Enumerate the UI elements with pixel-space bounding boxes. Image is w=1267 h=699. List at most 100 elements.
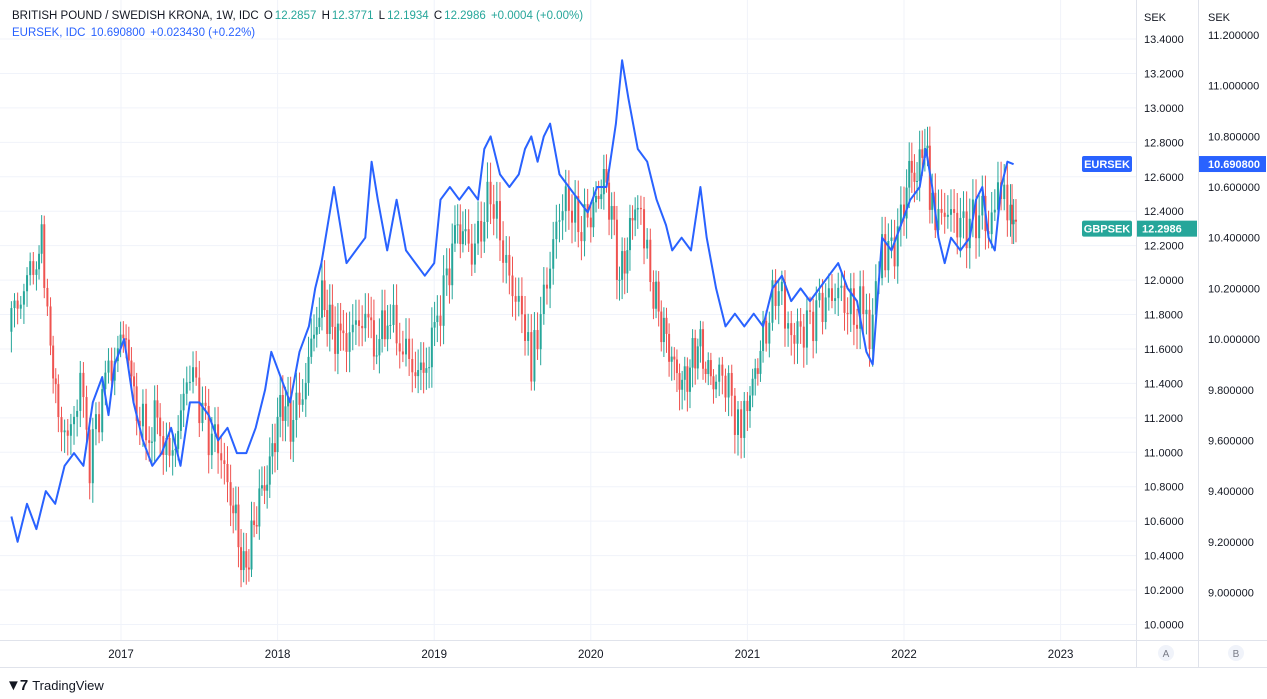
scale-button-b[interactable]: B [1228,645,1244,661]
symbol-header: BRITISH POUND / SWEDISH KRONA, 1W, IDC O… [12,10,585,22]
candle-body [22,291,25,305]
candle-body [148,440,151,443]
candle-body [313,334,316,339]
close-label: C [433,10,443,22]
scale-b-tick-label: 10.200000 [1208,283,1260,295]
candle-body [370,317,373,321]
candle-body [777,291,780,306]
candle-body [445,268,448,276]
scale-button-a[interactable]: A [1158,645,1174,661]
candle-body [511,275,514,297]
candle-body [956,212,959,238]
last-value-eursek[interactable]: EURSEK 10.690800 [1082,156,1266,173]
candle-body [730,372,733,396]
candle-body [646,239,649,249]
candle-body [304,382,307,400]
candle-body [542,284,545,315]
candle-body [709,360,712,377]
candle-body [467,229,470,244]
open-value: 12.2857 [274,10,317,22]
candle-body [361,325,364,329]
candle-body [162,436,165,455]
candle-body [931,192,934,210]
candle-body [981,195,984,216]
scale-b-tick-label: 10.600000 [1208,182,1260,194]
candle-body [451,243,454,286]
candle-body [66,430,69,436]
candle-body [10,308,13,332]
candle-body [495,201,498,219]
candle-body [98,414,101,433]
candle-body [229,482,232,506]
candle-body [156,400,159,418]
tradingview-logo[interactable]: ▼7 TradingView [6,677,104,694]
candle-body [405,338,408,355]
candle-body [908,160,911,188]
tradingview-logo-icon: ▼7 [6,677,28,694]
candle-body [226,463,229,483]
candle-body [439,315,442,326]
candle-body [480,220,483,242]
candle-body [268,456,271,485]
candle-body [276,416,279,453]
candle-body [1014,219,1017,222]
candle-body [887,240,890,271]
candle-body [990,212,993,235]
candle-body [135,386,138,421]
candle-body [375,355,378,357]
candle-body [712,376,715,390]
candle-body [818,292,821,301]
candle-body [133,376,136,387]
candle-body [298,392,301,405]
candle-body [840,285,843,288]
candle-body [618,279,621,281]
candle-body [595,195,598,203]
candle-body [473,243,476,265]
last-value-gbpsek[interactable]: GBPSEK 12.2986 [1082,220,1197,237]
series-name-tag [1082,220,1132,237]
candle-body [965,211,968,249]
candle-body [240,547,243,571]
candle-body [263,485,266,491]
candle-body [678,373,681,390]
candle-body [326,310,329,334]
candle-body [628,217,631,251]
candle-body [539,314,542,350]
candle-body [740,409,743,438]
candle-body [505,254,508,263]
eursek-line[interactable] [10,59,1014,543]
close-value: 12.2986 [444,10,486,22]
candle-body [425,368,428,373]
open-label: O [263,10,273,22]
scale-b[interactable]: SEK 11.200000 11.000000 10.800000 10.600000 1… [1208,12,1260,599]
candle-body [871,314,874,350]
candle-body [204,402,207,406]
candle-body [237,504,240,548]
candle-body [159,417,162,437]
candle-body [60,417,63,433]
scale-button-label: B [1233,649,1240,660]
candle-body [996,182,999,210]
scale-a[interactable]: SEK 13.4000 13.2000 13.0000 12.8000 12.6000 12… [1144,12,1184,631]
symbol-title[interactable]: BRITISH POUND / SWEDISH KRONA, 1W, IDC [12,10,259,22]
candle-body [790,323,793,336]
candle-body [605,169,608,183]
candle-body [26,275,29,292]
grid [0,0,1136,640]
candle-body [733,395,736,435]
candle-body [301,399,304,405]
time-axis-tick-label: 2021 [735,649,761,661]
scale-a-tick-label: 12.8000 [1144,137,1184,149]
candle-body [331,304,334,327]
compare-symbol[interactable]: EURSEK, IDC [12,27,86,39]
candle-body [815,300,818,342]
candle-body [673,356,676,360]
candle-body [271,443,274,457]
time-axis[interactable]: 2017 2018 2019 2020 2021 2022 2023 [108,649,1073,661]
candle-body [150,441,153,443]
candle-body [707,360,710,375]
candle-body [442,275,445,326]
scale-a-tick-label: 11.2000 [1144,413,1183,425]
candle-body [234,504,237,514]
